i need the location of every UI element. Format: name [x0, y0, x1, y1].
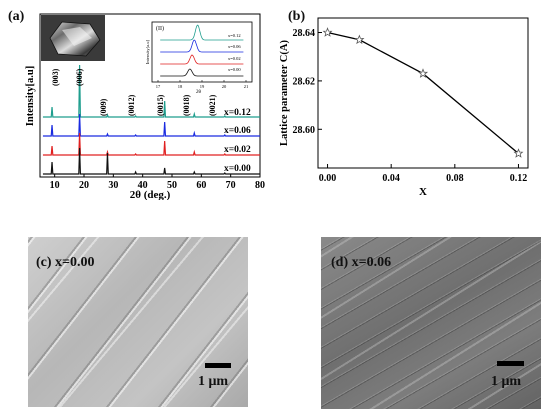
sem-image-c: (c) x=0.00 1 μm: [28, 237, 248, 407]
xrd-trace-x006: [42, 113, 260, 137]
inset-xtick-label: 18: [178, 84, 183, 89]
lattice-point: [354, 34, 365, 45]
xrd-frame: [39, 13, 261, 178]
panel-b-lattice: (b) Lattice parameter C(A) X 0.00 0.04 0.0…: [275, 0, 550, 205]
xrd-ylabel: Intensity[a.u]: [25, 66, 36, 126]
inset-xlabel: 2θ: [196, 90, 202, 95]
peak-label-0015: (0015): [156, 94, 165, 116]
xrd-trace-x012: [42, 64, 260, 118]
panel-a-label: (a): [8, 9, 25, 24]
inset-xtick-label: 17: [156, 84, 161, 89]
peak-label-0018: (0018): [182, 94, 191, 116]
inset-xtick-label: 20: [222, 84, 227, 89]
sem-d-scale-bar: [497, 361, 524, 366]
sem-c-scale-text: 1 μm: [198, 374, 229, 389]
sem-d-scale-text: 1 μm: [491, 374, 522, 389]
inset-xtick-label: 19: [200, 84, 205, 89]
sem-c-scale-bar: [205, 363, 231, 368]
lattice-ylabel: Lattice parameter C(A): [279, 40, 290, 146]
xrd-plot: Intensity[a.u] 10 20 30 40 50 60 70 80 2θ (deg.…: [25, 13, 265, 201]
lattice-axes: 0.00 0.04 0.08 0.12 28.60 28.62 28.64: [293, 28, 528, 184]
xrd-xtick-label: 10: [50, 180, 60, 191]
lattice-ytick-label: 28.64: [293, 28, 316, 39]
crystal-photo: [41, 15, 105, 61]
lattice-ytick-label: 28.60: [293, 125, 316, 136]
panel-b-label: (b): [288, 9, 306, 24]
lattice-xtick-label: 0.04: [382, 173, 400, 184]
lattice-xtick-label: 0.00: [319, 173, 337, 184]
xrd-xticks: 10 20 30 40 50 60 70 80: [50, 174, 265, 191]
lattice-point: [513, 148, 524, 158]
xrd-trace-x000: [42, 147, 260, 175]
lattice-xtick-label: 0.12: [510, 173, 528, 184]
lattice-chart: Lattice parameter C(A) X 0.00 0.04 0.08 0.1…: [279, 17, 529, 198]
inset-label: (II): [156, 25, 164, 32]
sem-d-label: (d) x=0.06: [331, 255, 392, 270]
xrd-xlabel: 2θ (deg.): [130, 189, 171, 200]
peak-label-006: (006): [75, 68, 84, 86]
peak-label-0021: (0021): [208, 94, 217, 116]
lattice-frame: [317, 17, 529, 169]
peak-label-003: (003): [51, 68, 60, 86]
series-label-x000: x=0.00: [224, 164, 251, 174]
xrd-zoom-inset: (II) Intensity[a.u] 17 18 19 20 21 2θ x=0.12…: [145, 21, 253, 95]
lattice-series: [322, 27, 524, 158]
series-label-x012: x=0.12: [224, 108, 251, 118]
inset-trace-x000: [160, 68, 244, 77]
inset-legend-x002: x=0.02: [228, 56, 241, 61]
xrd-xtick-label: 40: [138, 180, 148, 191]
series-label-x006: x=0.06: [224, 126, 251, 136]
inset-legend-x012: x=0.12: [228, 33, 241, 38]
lattice-xtick-label: 0.08: [446, 173, 464, 184]
lattice-line: [327, 31, 519, 154]
xrd-xtick-label: 50: [167, 180, 177, 191]
peak-label-0012: (0012): [127, 94, 136, 116]
inset-trace-x012: [160, 24, 244, 41]
xrd-xtick-label: 60: [196, 180, 206, 191]
lattice-ytick-label: 28.62: [293, 76, 316, 87]
sem-image-d: (d) x=0.06 1 μm: [321, 237, 541, 409]
lattice-point: [417, 68, 429, 78]
inset-traces: [160, 24, 244, 77]
xrd-xtick-label: 70: [226, 180, 236, 191]
lattice-xlabel: X: [419, 186, 427, 198]
peak-label-009: (009): [99, 98, 108, 116]
xrd-traces: [42, 64, 260, 175]
series-label-x002: x=0.02: [224, 145, 251, 155]
inset-xticks: 17 18 19 20 21: [156, 80, 249, 89]
lattice-point: [322, 27, 333, 37]
inset-legend-x006: x=0.06: [228, 44, 241, 49]
inset-xtick-label: 21: [244, 84, 249, 89]
inset-ylabel: Intensity[a.u]: [145, 39, 150, 64]
xrd-xtick-label: 80: [255, 180, 265, 191]
xrd-trace-x002: [42, 132, 260, 156]
inset-trace-x006: [160, 39, 244, 53]
sem-c-label: (c) x=0.00: [36, 255, 95, 270]
xrd-xtick-label: 20: [79, 180, 89, 191]
inset-trace-x002: [160, 54, 244, 65]
xrd-xtick-label: 30: [108, 180, 118, 191]
inset-legend-x000: x=0.00: [228, 67, 241, 72]
panel-a-xrd: (a) Intensity[a.u] 10 20 30 40 50 60 70 80 2θ (…: [0, 0, 275, 201]
